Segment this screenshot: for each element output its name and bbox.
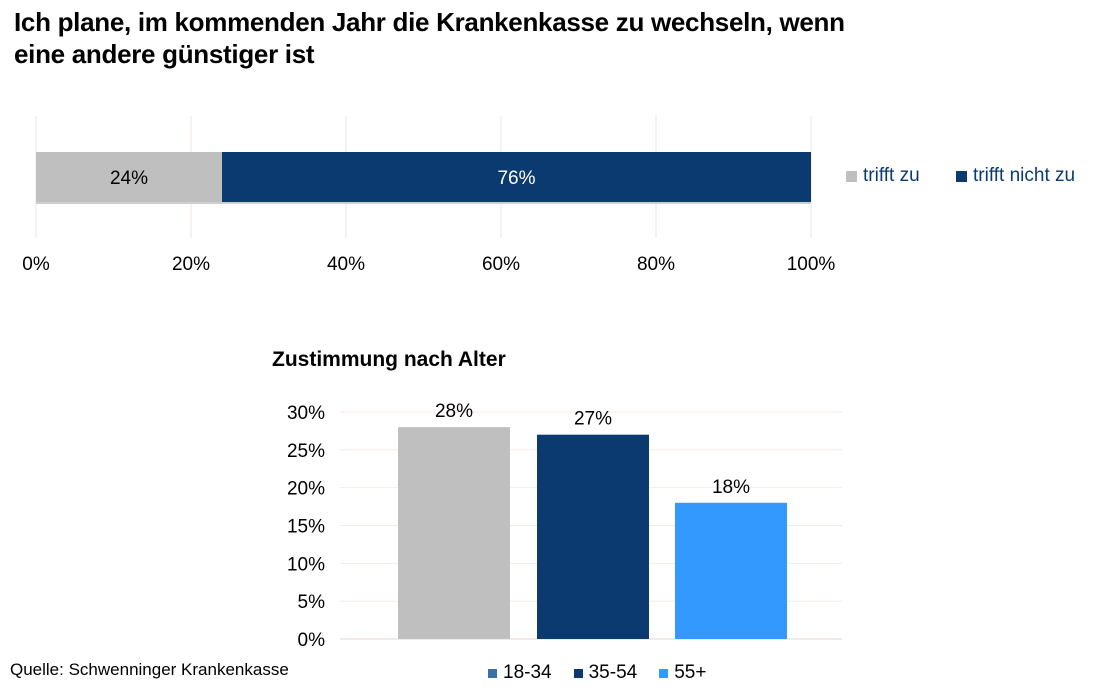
chart2-legend-item: 18-34 [488,662,552,684]
chart2-y-tick-label: 30% [287,403,325,424]
chart2-legend-label: 18-34 [503,662,552,683]
chart2-bar [537,434,649,639]
chart1-data-label: 24% [110,168,148,189]
chart1-x-tick-label: 20% [172,254,210,275]
chart1-data-label: 76% [497,168,535,189]
chart2-y-tick-label: 5% [298,592,326,613]
chart2-legend-label: 35-54 [588,662,638,683]
chart2-legend-label: 55+ [674,662,707,683]
chart2-y-tick-label: 0% [298,630,326,651]
chart2-y-tick-label: 10% [287,554,325,575]
chart1-bar-segment [36,152,222,202]
chart2-legend-swatch [659,668,669,678]
chart2-legend-swatch [488,668,497,678]
page-title: Ich plane, im kommenden Jahr die Kranken… [14,6,1014,70]
chart2-y-tick-label: 15% [287,517,325,538]
chart2-legend-item: 55+ [659,662,706,684]
chart1-legend-label: trifft zu [863,165,920,186]
chart2-legend-swatch [573,668,583,678]
chart2-data-label: 28% [435,401,473,422]
chart1-x-tick-label: 0% [22,254,50,275]
source-note: Quelle: Schwenninger Krankenkasse [10,660,289,679]
chart1-legend-label: trifft nicht zu [973,165,1076,186]
title-line-2: eine andere günstiger ist [14,39,315,69]
chart2-bar [675,502,787,639]
chart2-legend: 18-34 35-54 55+ [488,662,728,684]
chart2-y-tick-label: 25% [287,441,325,462]
chart1-legend-item: trifft nicht zu [956,165,1075,187]
chart2-bar [398,427,510,639]
chart1-x-tick-label: 60% [482,254,520,275]
chart2-legend-item: 35-54 [573,662,638,684]
chart2-data-label: 27% [574,409,612,430]
chart1-x-tick-label: 80% [637,254,675,275]
title-line-1: Ich plane, im kommenden Jahr die Kranken… [14,7,845,37]
chart1-x-tick-label: 100% [787,254,836,275]
chart1-legend-item: trifft zu [846,165,920,187]
chart2-y-tick-label: 20% [287,479,325,500]
chart1-legend-swatch [846,170,857,182]
chart1-x-tick-label: 40% [327,254,365,275]
chart1-bar-segment [222,152,811,202]
chart1-legend-swatch [956,170,967,182]
chart2-title: Zustimmung nach Alter [272,348,506,371]
chart2-data-label: 18% [712,477,750,498]
